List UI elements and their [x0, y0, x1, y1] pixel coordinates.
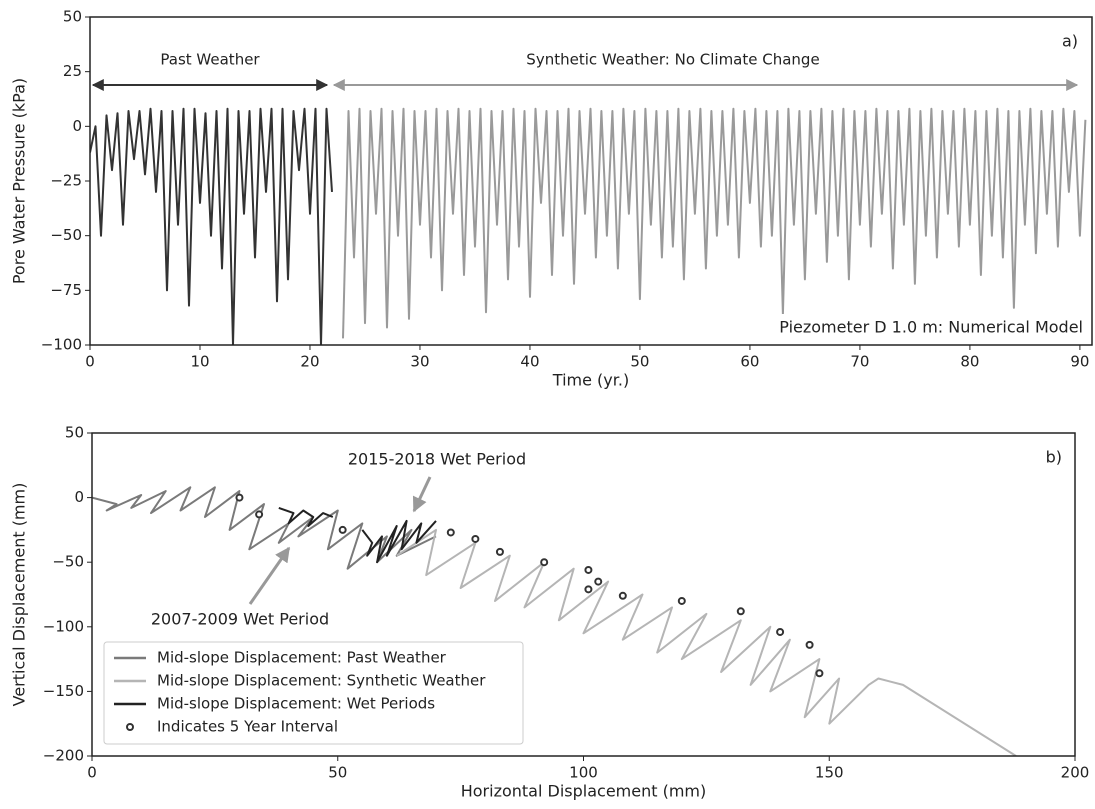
- legend-label: Mid-slope Displacement: Wet Periods: [157, 695, 435, 713]
- x-tick-label: 20: [300, 353, 319, 371]
- y-tick-label: −150: [43, 682, 84, 700]
- x-tick-label: 10: [190, 353, 209, 371]
- annotation: 2015-2018 Wet Period: [348, 450, 526, 469]
- interval-marker: [736, 607, 745, 616]
- y-tick-label: −25: [50, 172, 82, 190]
- interval-marker: [338, 525, 347, 534]
- interval-marker: [618, 591, 627, 600]
- annotation-arrow: [412, 476, 432, 513]
- y-axis-label: Vertical Displacement (mm): [10, 483, 29, 707]
- x-tick-label: 40: [520, 353, 539, 371]
- y-tick-label: −200: [43, 747, 84, 765]
- interval-marker: [594, 577, 603, 586]
- x-tick-label: 30: [410, 353, 429, 371]
- x-axis-label: Time (yr.): [552, 371, 629, 390]
- y-tick-label: −100: [43, 617, 84, 635]
- x-tick-label: 200: [1061, 764, 1090, 782]
- data-line: [342, 107, 1087, 339]
- text-box: [712, 314, 1086, 342]
- panel-label: a): [1062, 32, 1078, 51]
- legend: Mid-slope Displacement: Past Weather Mid-…: [103, 641, 524, 745]
- annotations: Past Weather Synthetic Weather: No Clima…: [91, 32, 1086, 629]
- data-line: [90, 107, 333, 345]
- plot-frame: [89, 16, 1093, 346]
- data-line: [278, 506, 437, 564]
- y-tick-label: 50: [63, 8, 82, 26]
- interval-marker: [677, 596, 686, 605]
- legend-label: Mid-slope Displacement: Synthetic Weathe…: [157, 672, 486, 690]
- x-tick-label: 0: [87, 764, 97, 782]
- legend-label: Mid-slope Displacement: Past Weather: [157, 649, 447, 667]
- data-line: [92, 486, 437, 570]
- x-tick-label: 60: [740, 353, 759, 371]
- legend-box: [103, 641, 524, 745]
- interval-marker: [584, 585, 593, 594]
- panel-a: 0 10 20 30 40 50 60 70 80 90−100−75−50−2502550Tim…: [10, 8, 1093, 390]
- panel-label: b): [1046, 448, 1062, 467]
- interval-marker: [584, 565, 593, 574]
- x-tick-label: 70: [850, 353, 869, 371]
- interval-marker: [495, 547, 504, 556]
- legend-marker: [126, 723, 134, 731]
- interval-marker: [815, 669, 824, 678]
- annotation: Synthetic Weather: No Climate Change: [526, 51, 819, 69]
- panel-b: 0 50 100 150 200 −200 −150 −100 −50 0 50 Horizontal…: [10, 424, 1090, 801]
- y-tick-label: −50: [50, 226, 82, 244]
- y-tick-label: −100: [41, 336, 82, 354]
- interval-marker: [776, 627, 785, 636]
- y-axis-label: Pore Water Pressure (kPa): [10, 78, 29, 284]
- interval-marker: [805, 640, 814, 649]
- annotation-arrow: [248, 546, 291, 605]
- data-line: [396, 528, 1017, 756]
- x-tick-label: 0: [85, 353, 95, 371]
- plot-frame: [91, 432, 1076, 757]
- y-tick-label: 50: [65, 424, 84, 442]
- text-box-label: Piezometer D 1.0 m: Numerical Model: [779, 318, 1083, 337]
- interval-marker: [446, 528, 455, 537]
- x-tick-label: 80: [960, 353, 979, 371]
- interval-marker: [540, 558, 549, 567]
- y-tick-label: −75: [50, 281, 82, 299]
- y-tick-label: 25: [63, 62, 82, 80]
- x-tick-label: 90: [1070, 353, 1089, 371]
- annotation: Past Weather: [160, 51, 260, 69]
- y-tick-label: −50: [52, 553, 84, 571]
- x-tick-label: 100: [569, 764, 598, 782]
- x-tick-label: 50: [630, 353, 649, 371]
- y-tick-label: 0: [74, 488, 84, 506]
- x-tick-label: 150: [815, 764, 844, 782]
- x-axis-label: Horizontal Displacement (mm): [461, 782, 707, 801]
- interval-marker: [255, 510, 264, 519]
- x-tick-label: 50: [328, 764, 347, 782]
- legend-label: Indicates 5 Year Interval: [157, 718, 338, 736]
- annotation: 2007-2009 Wet Period: [151, 610, 329, 629]
- interval-marker: [235, 493, 244, 502]
- y-tick-label: 0: [72, 117, 82, 135]
- interval-marker: [471, 534, 480, 543]
